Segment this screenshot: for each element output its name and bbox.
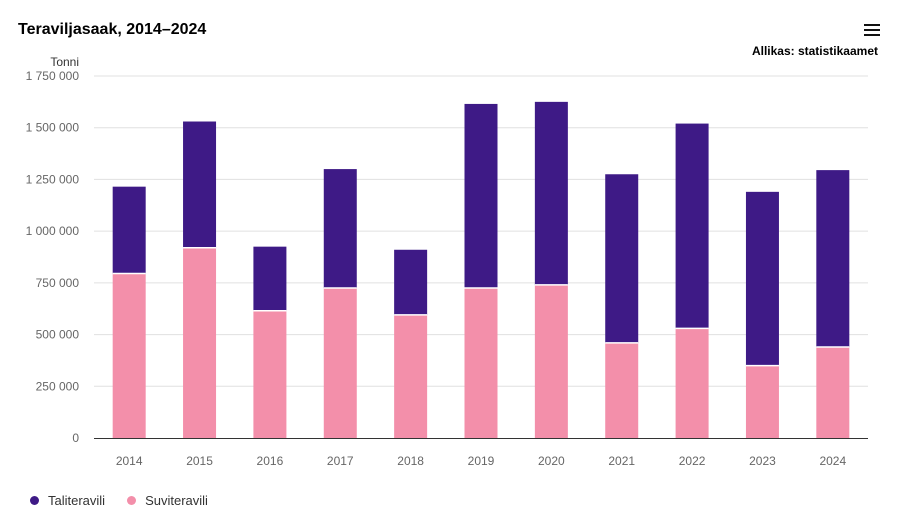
bar-suviteravili-2024	[816, 346, 850, 438]
x-tick-label: 2014	[116, 454, 143, 468]
legend-label-suviteravili: Suviteravili	[145, 493, 208, 508]
bar-taliteravili-2019	[464, 103, 498, 289]
source-credit: Allikas: statistikaamet	[751, 44, 878, 58]
y-tick-label: 0	[72, 431, 79, 445]
y-axis-label: Tonni	[50, 55, 79, 69]
x-tick-label: 2022	[679, 454, 706, 468]
legend-item-suviteravili[interactable]: Suviteravili	[127, 493, 208, 508]
x-tick-label: 2021	[608, 454, 635, 468]
y-tick-label: 1 250 000	[26, 172, 80, 186]
y-tick-label: 1 000 000	[26, 224, 80, 238]
bar-suviteravili-2015	[183, 247, 217, 438]
bar-taliteravili-2021	[605, 174, 639, 343]
bar-suviteravili-2018	[394, 314, 428, 438]
bar-taliteravili-2016	[253, 246, 287, 311]
chart-title: Teraviljasaak, 2014–2024	[18, 21, 207, 38]
x-tick-label: 2020	[538, 454, 565, 468]
bar-suviteravili-2020	[534, 284, 568, 438]
y-tick-label: 1 750 000	[26, 69, 80, 83]
legend-item-taliteravili[interactable]: Taliteravili	[30, 493, 105, 508]
x-tick-label: 2016	[257, 454, 284, 468]
bar-taliteravili-2017	[323, 169, 357, 289]
x-tick-label: 2023	[749, 454, 776, 468]
hamburger-menu-icon[interactable]	[864, 24, 880, 38]
bar-taliteravili-2018	[394, 249, 428, 315]
bar-suviteravili-2019	[464, 288, 498, 438]
bar-suviteravili-2016	[253, 310, 287, 438]
y-tick-label: 1 500 000	[26, 121, 80, 135]
legend-label-taliteravili: Taliteravili	[48, 493, 106, 508]
x-tick-label: 2018	[397, 454, 424, 468]
x-tick-label: 2017	[327, 454, 354, 468]
bar-suviteravili-2017	[323, 288, 357, 438]
bar-taliteravili-2015	[183, 121, 217, 248]
bar-taliteravili-2022	[675, 123, 709, 329]
bar-suviteravili-2022	[675, 328, 709, 438]
x-tick-label: 2019	[468, 454, 495, 468]
bar-suviteravili-2014	[112, 273, 146, 438]
bar-suviteravili-2023	[745, 365, 779, 438]
bar-taliteravili-2023	[745, 191, 779, 366]
bar-suviteravili-2021	[605, 342, 639, 438]
x-tick-label: 2015	[186, 454, 213, 468]
x-tick-label: 2024	[819, 454, 846, 468]
y-tick-label: 750 000	[36, 276, 80, 290]
bar-taliteravili-2024	[816, 170, 850, 347]
legend-dot-taliteravili	[30, 496, 39, 505]
y-tick-label: 500 000	[36, 328, 80, 342]
y-tick-label: 250 000	[36, 379, 80, 393]
legend-dot-suviteravili	[127, 496, 137, 505]
legend: Taliteravili Suviteravili	[30, 493, 208, 508]
bar-taliteravili-2020	[534, 101, 568, 285]
bar-taliteravili-2014	[112, 186, 146, 274]
